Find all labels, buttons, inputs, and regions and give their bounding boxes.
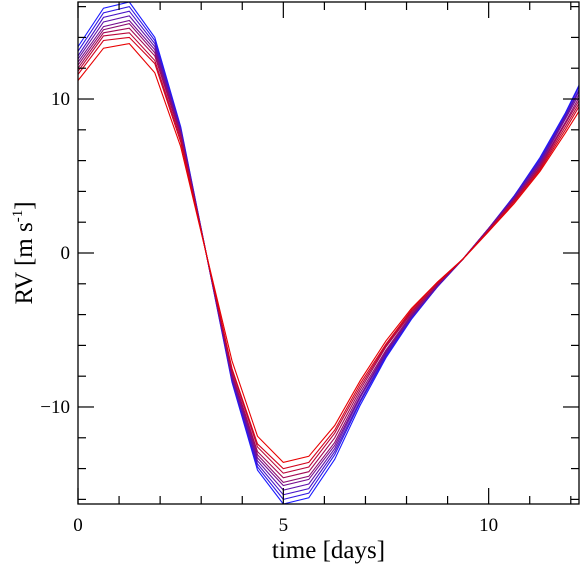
- series-line: [78, 5, 579, 501]
- x-tick-label: 0: [73, 515, 83, 536]
- series-line: [78, 2, 579, 504]
- y-tick-label: 0: [61, 243, 71, 264]
- series-line: [78, 22, 579, 484]
- tick-labels: 0 5 10 −10 0 10: [40, 89, 498, 536]
- y-axis-label-close: ]: [11, 201, 38, 209]
- y-axis-label-superscript: -1: [10, 210, 26, 223]
- series-line: [78, 43, 579, 464]
- series-line: [78, 10, 579, 496]
- series-line: [78, 19, 579, 487]
- x-axis-label: time [days]: [272, 537, 385, 564]
- x-tick-label: 5: [279, 515, 289, 536]
- y-axis-label-main: RV [m s: [11, 222, 38, 304]
- series-line: [78, 27, 579, 479]
- y-tick-label: −10: [40, 397, 70, 418]
- series-lines: [78, 2, 579, 504]
- series-line: [78, 32, 579, 474]
- x-tick-label: 10: [479, 515, 498, 536]
- y-tick-label: 10: [51, 89, 70, 110]
- axis-ticks: [77, 2, 579, 504]
- y-axis-label: RV [m s-1]: [10, 201, 38, 304]
- series-line: [78, 15, 579, 491]
- series-line: [78, 36, 579, 470]
- plot-frame: [77, 1, 580, 505]
